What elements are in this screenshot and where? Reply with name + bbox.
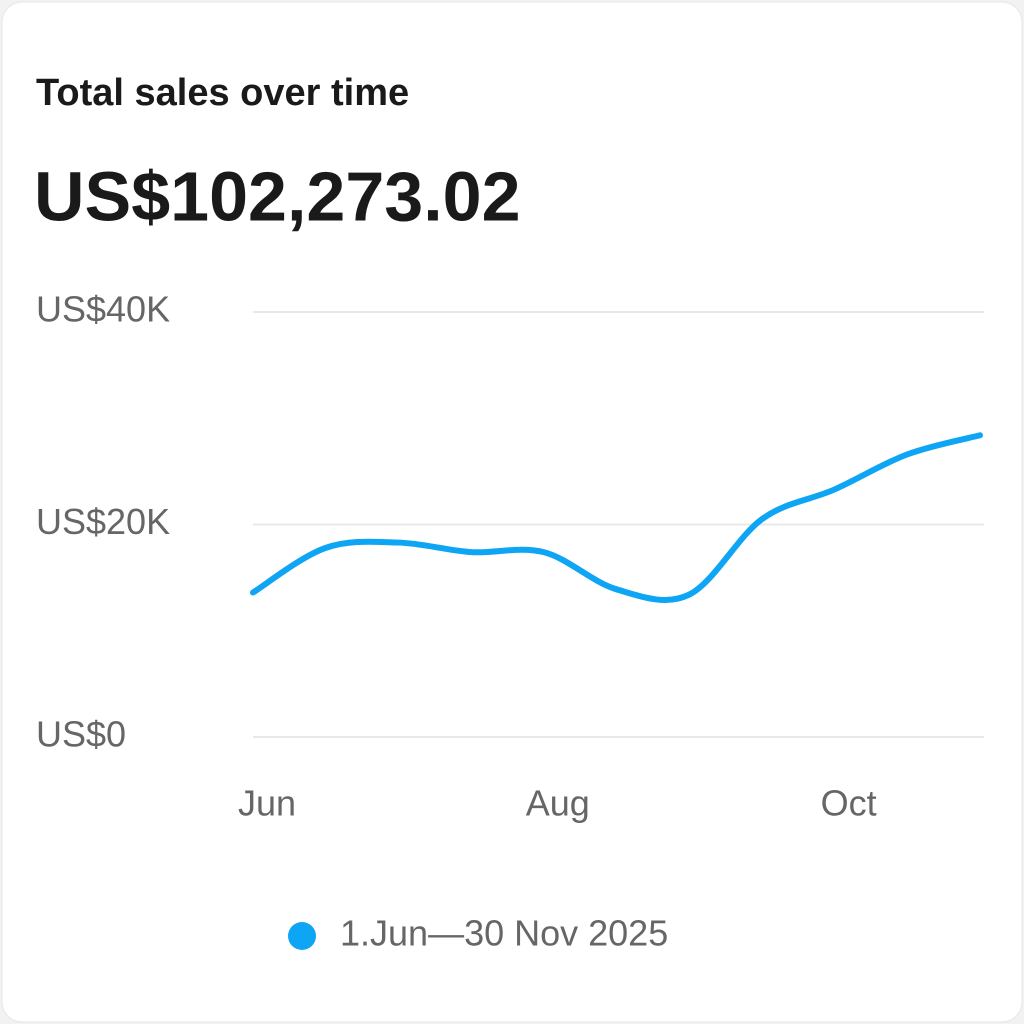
chart-title: Total sales over time	[36, 72, 409, 114]
line-series	[250, 432, 983, 604]
legend-label: 1.Jun—30 Nov 2025	[340, 913, 668, 954]
x-tick-label: Oct	[821, 783, 877, 824]
legend-marker	[288, 922, 316, 950]
x-tick-label: Aug	[526, 783, 590, 824]
y-tick-label: US$20K	[36, 501, 170, 542]
y-tick-label: US$0	[36, 714, 126, 755]
x-tick-label: Jun	[238, 783, 296, 824]
total-value: US$102,273.02	[34, 157, 521, 235]
y-tick-label: US$40K	[36, 289, 170, 330]
